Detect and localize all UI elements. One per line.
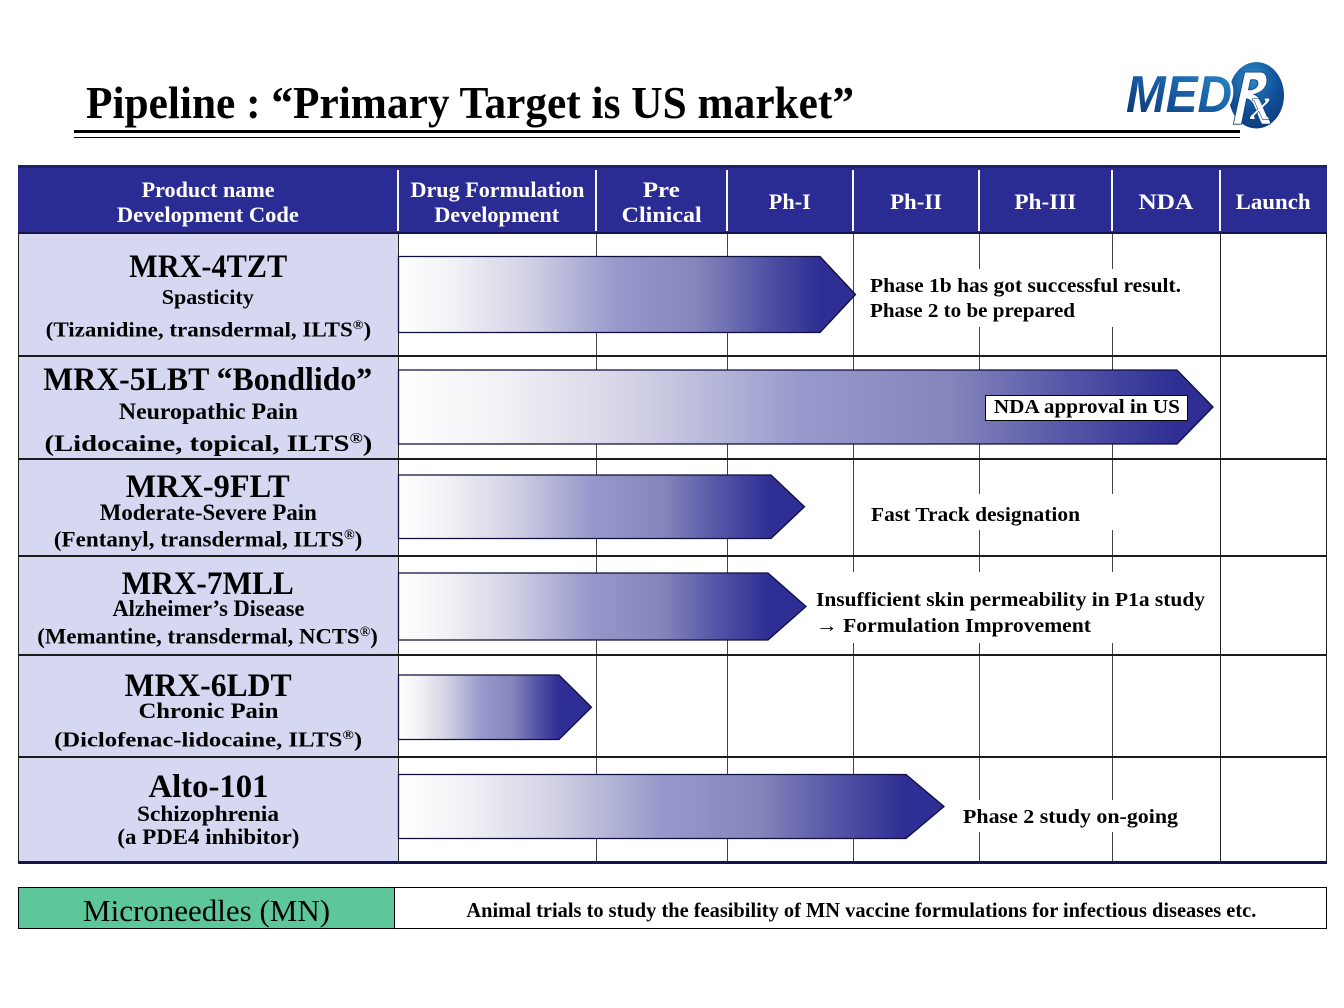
svg-text:MED: MED <box>1126 66 1232 124</box>
svg-text:x: x <box>1250 81 1271 129</box>
